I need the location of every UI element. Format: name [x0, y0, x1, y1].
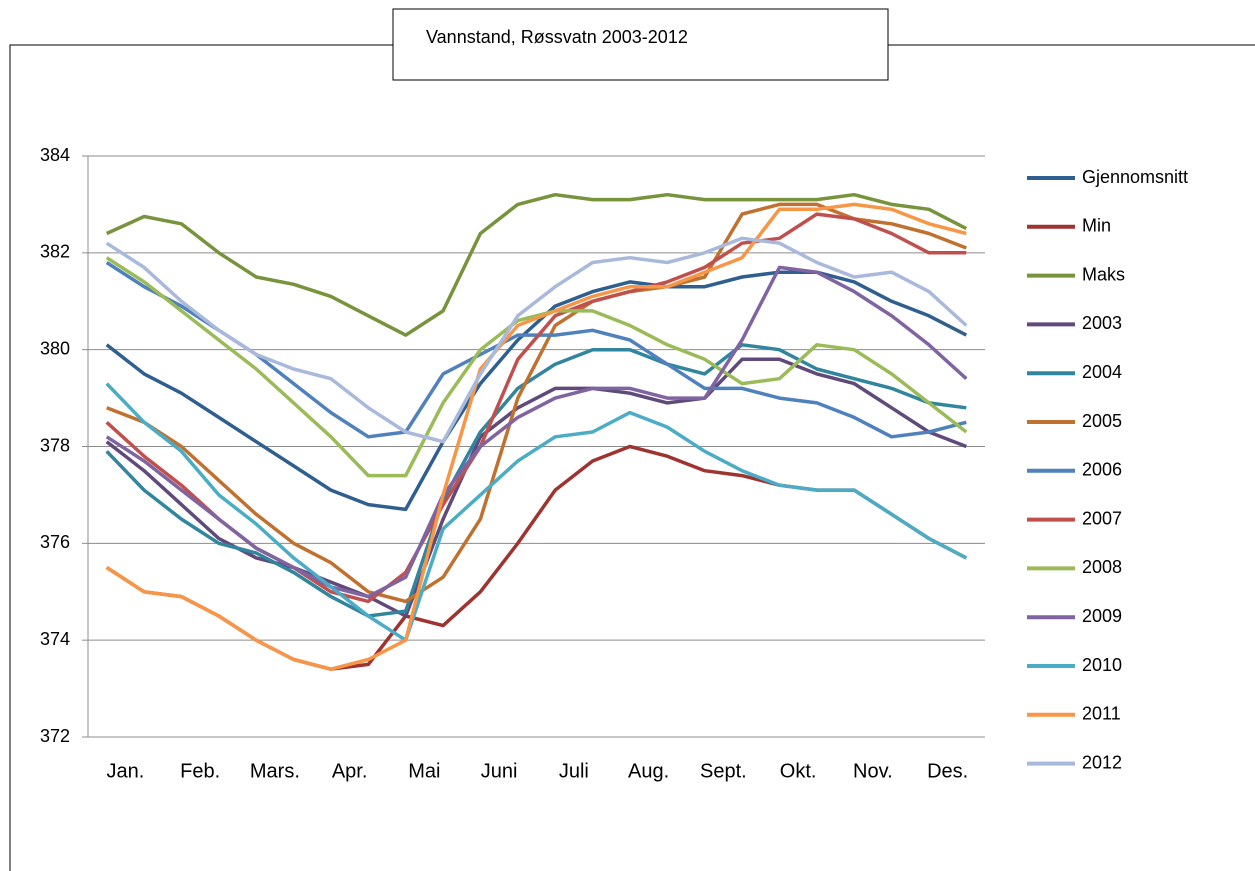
series-line	[105, 270, 968, 512]
x-tick-label: Aug.	[628, 760, 669, 782]
legend-label: 2011	[1082, 704, 1121, 724]
series-line	[105, 202, 967, 671]
legend-label: 2012	[1082, 752, 1122, 772]
legend-label: 2009	[1082, 606, 1122, 626]
y-tick-label: 376	[40, 532, 70, 552]
x-tick-label: Sept.	[700, 760, 747, 782]
legend-label: 2006	[1082, 460, 1122, 480]
series-line	[105, 357, 967, 618]
legend-label: 2003	[1082, 313, 1122, 333]
x-tick-label: Mai	[408, 760, 440, 782]
y-tick-label: 374	[40, 629, 70, 649]
series-line	[105, 343, 967, 618]
series-line	[105, 192, 968, 337]
x-tick-label: Okt.	[780, 760, 817, 782]
y-tick-label: 382	[40, 242, 70, 262]
y-tick-label: 384	[40, 145, 70, 165]
legend-label: 2010	[1082, 655, 1122, 675]
chart-border	[9, 44, 1255, 871]
series-line	[105, 444, 968, 671]
x-tick-label: Feb.	[180, 760, 220, 782]
legend-label: 2007	[1082, 508, 1122, 528]
y-tick-label: 378	[40, 435, 70, 455]
x-tick-label: Juli	[559, 760, 589, 782]
legend-label: 2005	[1082, 411, 1122, 431]
x-tick-label: Apr.	[332, 760, 368, 782]
series-line	[105, 265, 968, 599]
series-line	[105, 256, 968, 478]
legend-label: Gjennomsnitt	[1082, 167, 1188, 187]
y-tick-label: 380	[40, 338, 70, 358]
series-line	[105, 382, 968, 642]
legend-label: 2008	[1082, 557, 1122, 577]
x-tick-label: Des.	[927, 760, 968, 782]
title-box	[392, 8, 889, 81]
legend-label: 2004	[1082, 362, 1122, 382]
x-tick-label: Jan.	[106, 760, 144, 782]
x-tick-label: Nov.	[853, 760, 893, 782]
y-tick-label: 372	[40, 726, 70, 746]
chart-title: Vannstand, Røssvatn 2003-2012	[426, 27, 688, 47]
legend-label: Maks	[1082, 264, 1125, 284]
x-tick-label: Juni	[481, 760, 518, 782]
legend-label: Min	[1082, 216, 1111, 236]
series-line	[105, 236, 968, 444]
x-tick-label: Mars.	[250, 760, 300, 782]
